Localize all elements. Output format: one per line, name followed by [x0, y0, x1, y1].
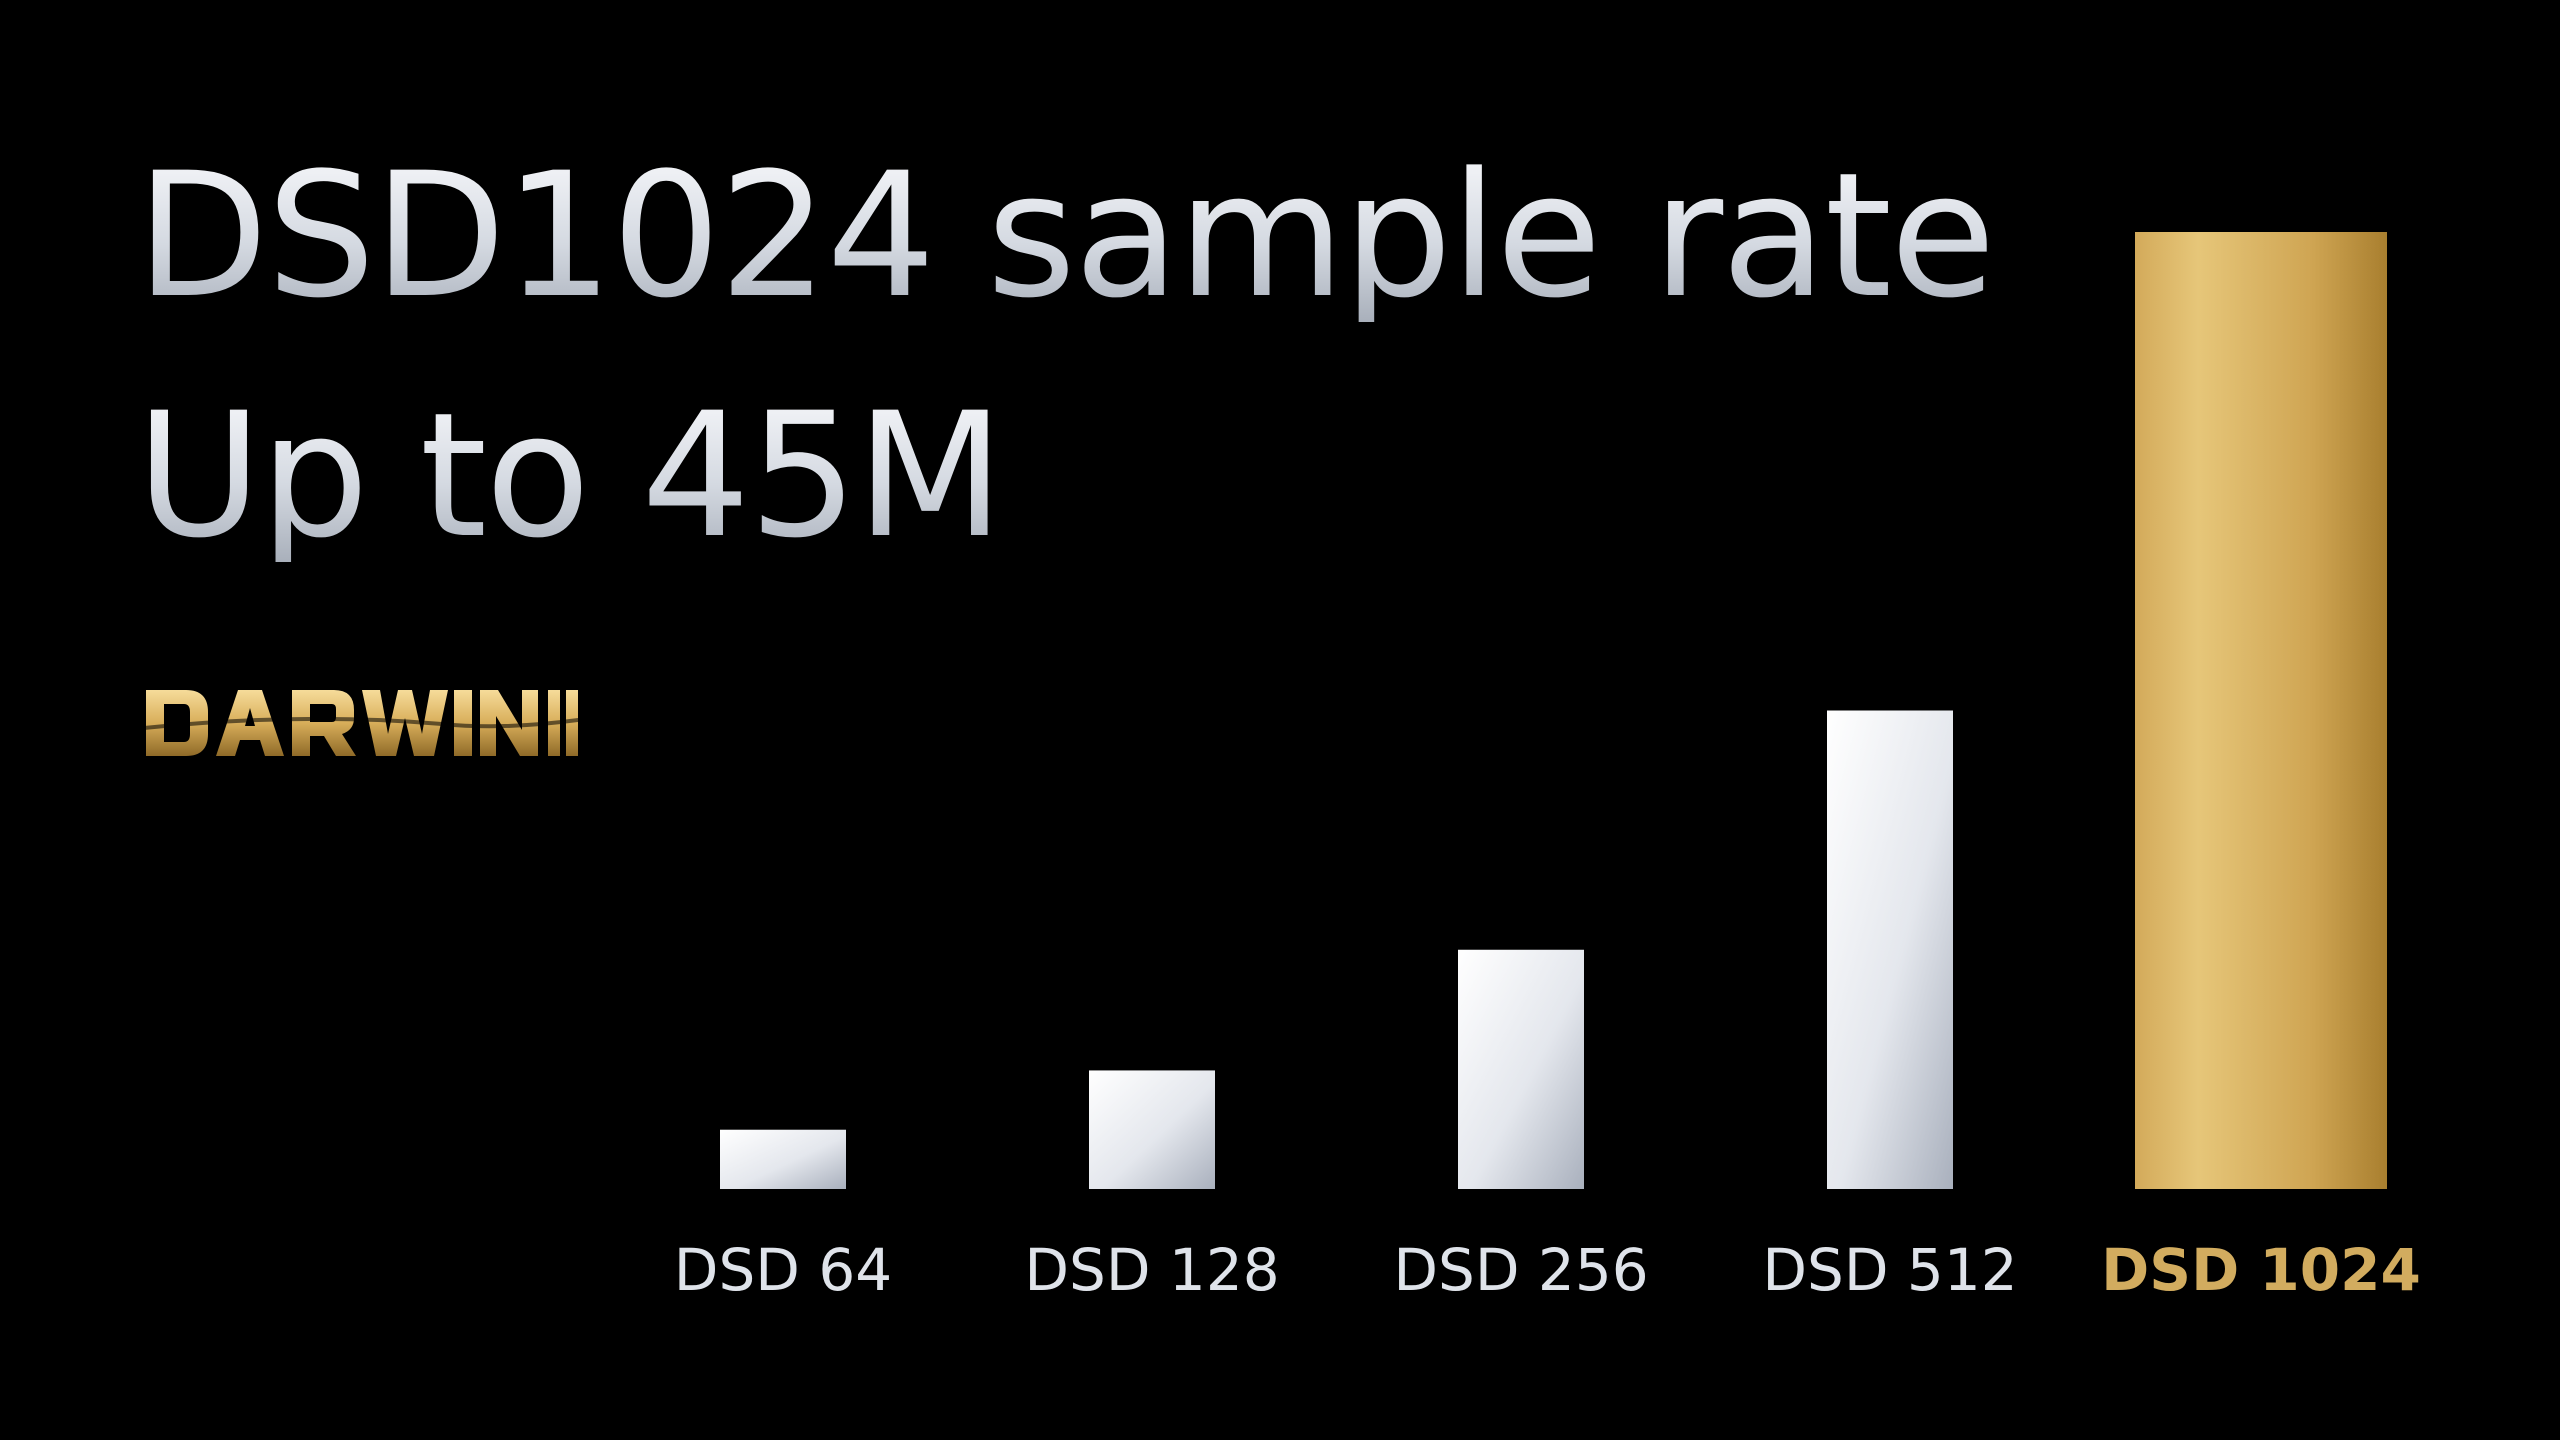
category-labels-group: DSD 64 DSD 128 DSD 256 DSD 512 DSD 1024 — [674, 1236, 2421, 1304]
category-label-dsd-64: DSD 64 — [674, 1236, 892, 1304]
category-label-dsd-128: DSD 128 — [1024, 1236, 1279, 1304]
category-label-dsd-512: DSD 512 — [1762, 1236, 2017, 1304]
bar-dsd-256 — [1458, 949, 1584, 1189]
headline-line-1: DSD1024 sample rate — [136, 135, 1996, 336]
bar-dsd-1024 — [2135, 232, 2387, 1189]
category-label-dsd-1024: DSD 1024 — [2101, 1236, 2421, 1304]
bars-group — [720, 232, 2387, 1189]
category-label-dsd-256: DSD 256 — [1393, 1236, 1648, 1304]
darwin-ii-logo — [144, 690, 578, 756]
bar-dsd-64 — [720, 1129, 846, 1189]
bar-dsd-512 — [1827, 710, 1953, 1189]
bar-dsd-128 — [1089, 1070, 1215, 1189]
headline-line-2: Up to 45M — [136, 375, 1004, 576]
